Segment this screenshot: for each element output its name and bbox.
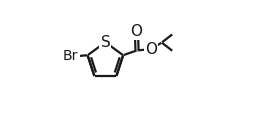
- Text: S: S: [100, 35, 110, 50]
- Text: O: O: [131, 24, 142, 39]
- Text: O: O: [145, 42, 157, 57]
- Text: Br: Br: [63, 49, 78, 63]
